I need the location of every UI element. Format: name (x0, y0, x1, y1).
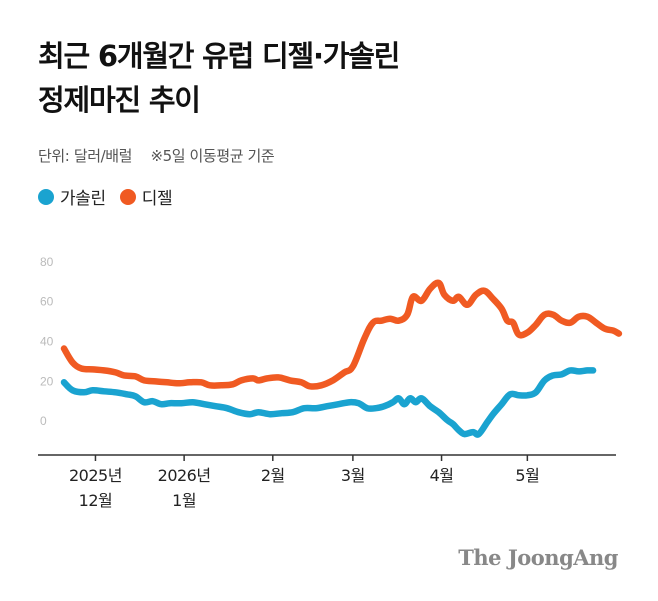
y-tick-label-0: 0 (40, 414, 47, 428)
chart-subtitle: 단위: 달러/배럴 ※5일 이동평균 기준 (38, 145, 275, 166)
x-tick-label-3: 3월 (341, 466, 365, 485)
page-title: 최근 6개월간 유럽 디젤·가솔린 정제마진 추이 (38, 34, 628, 122)
x-tick-label-1: 2026년 (158, 466, 211, 485)
legend-label-gasoline: 가솔린 (60, 189, 106, 209)
chart-legend: 가솔린 디젤 (38, 184, 186, 209)
x-tick-label-5: 5월 (515, 466, 539, 485)
x-tick-sublabel-0: 12월 (79, 491, 113, 510)
y-tick-label-60: 60 (40, 295, 54, 309)
brand-logo: The JoongAng (458, 545, 618, 570)
x-tick-sublabel-1: 1월 (172, 491, 196, 510)
x-tick-label-4: 4월 (430, 466, 454, 485)
x-tick-label-2: 2월 (261, 466, 285, 485)
title-line-2: 정제마진 추이 (38, 83, 201, 117)
title-line-1: 최근 6개월간 유럽 디젤·가솔린 (38, 39, 400, 73)
legend-label-diesel: 디젤 (141, 189, 173, 209)
y-tick-label-40: 40 (40, 335, 54, 349)
series-line-gasoline (60, 367, 597, 438)
note-label: ※5일 이동평균 기준 (150, 147, 275, 165)
y-tick-label-80: 80 (40, 255, 54, 269)
x-tick-label-0: 2025년 (69, 466, 122, 485)
unit-label: 단위: 달러/배럴 (38, 147, 133, 165)
legend-item-diesel: 디젤 (119, 184, 173, 209)
legend-item-gasoline: 가솔린 (38, 184, 106, 209)
y-tick-label-20: 20 (40, 374, 54, 388)
series-line-diesel (60, 279, 623, 390)
legend-swatch-gasoline (38, 188, 54, 205)
legend-swatch-diesel (119, 188, 136, 205)
